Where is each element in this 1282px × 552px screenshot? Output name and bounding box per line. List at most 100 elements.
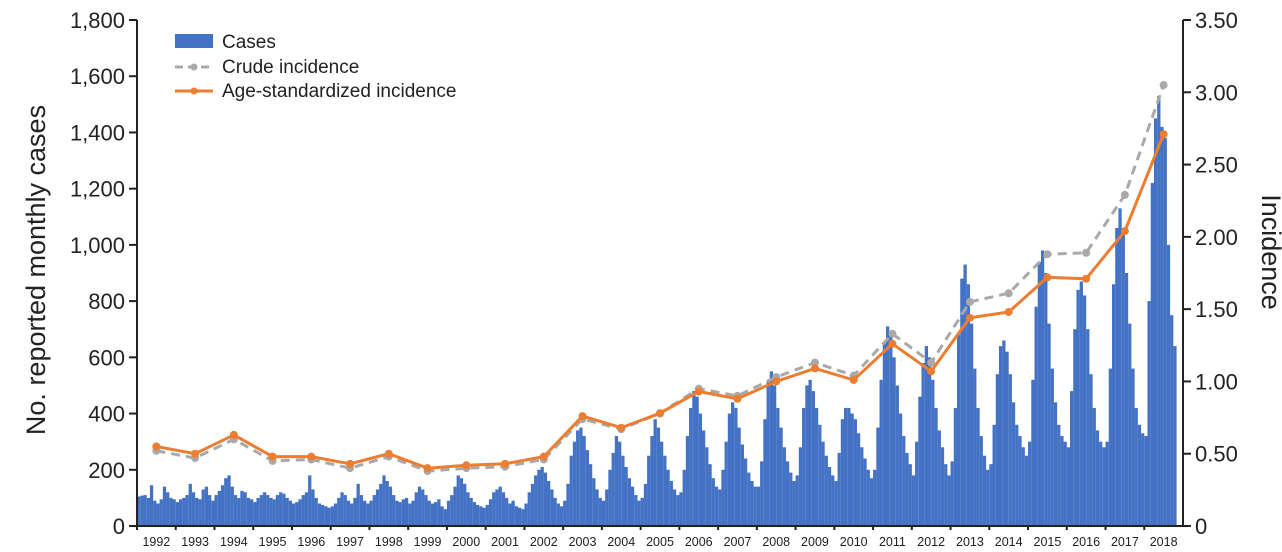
case-bar <box>892 357 896 526</box>
age-line-point <box>849 375 858 384</box>
case-bar <box>831 475 835 526</box>
age-line-point <box>152 442 161 451</box>
crude-line-point <box>810 358 819 367</box>
case-bar <box>256 497 260 526</box>
case-bar <box>714 486 719 526</box>
case-bar <box>782 447 786 526</box>
case-bar <box>614 436 619 526</box>
x-tick-label: 2004 <box>607 535 635 549</box>
case-bar <box>976 407 980 526</box>
case-bar <box>876 427 880 526</box>
case-bar <box>314 497 318 526</box>
case-bar <box>243 492 247 526</box>
case-bar <box>666 469 670 526</box>
case-bar <box>475 504 480 526</box>
case-bar <box>430 503 435 526</box>
case-bar <box>178 499 183 526</box>
case-bar <box>140 495 144 526</box>
case-bar <box>1141 433 1145 526</box>
case-bar <box>1124 273 1129 526</box>
case-bar <box>282 493 286 526</box>
age-line-point <box>733 394 742 403</box>
case-bar <box>343 495 347 526</box>
case-bar <box>356 483 360 526</box>
age-line-point <box>1043 273 1052 282</box>
case-bar <box>1040 250 1045 526</box>
age-line-point <box>927 367 936 376</box>
case-bar <box>844 407 848 526</box>
case-bar <box>440 506 444 526</box>
case-bar <box>1086 329 1090 526</box>
case-bar <box>353 497 357 526</box>
case-bar <box>608 469 612 526</box>
case-bar <box>711 478 715 526</box>
case-bar <box>195 497 199 526</box>
age-line-point <box>810 364 819 373</box>
case-bar <box>463 483 467 526</box>
case-bar <box>789 472 793 526</box>
case-bar <box>601 500 606 526</box>
case-bar <box>514 506 518 526</box>
case-bar <box>401 499 405 526</box>
case-bar <box>392 495 396 526</box>
case-bar <box>779 427 783 526</box>
case-bar <box>211 500 215 526</box>
case-bar <box>1147 301 1151 526</box>
case-bar <box>337 497 341 526</box>
case-bar <box>902 436 906 526</box>
case-bar <box>650 436 654 526</box>
case-bar <box>279 492 283 526</box>
case-bar <box>982 455 987 526</box>
age-line-point <box>539 452 548 461</box>
case-bar <box>1008 374 1012 526</box>
case-bar <box>643 483 648 526</box>
x-tick-label: 1999 <box>414 535 442 549</box>
x-tick-label: 2012 <box>917 535 945 549</box>
legend-item-cases: Cases <box>175 32 276 53</box>
crude-line-point <box>927 358 936 367</box>
case-bar <box>695 396 699 526</box>
crude-line-point <box>1004 289 1013 298</box>
case-bar <box>756 486 761 526</box>
case-bar <box>1053 402 1058 526</box>
right-tick-label: 1.50 <box>1195 297 1238 322</box>
case-bar <box>201 489 205 526</box>
age-line-point <box>191 449 200 458</box>
case-bar <box>421 489 425 526</box>
case-bar <box>989 464 993 526</box>
crude-line-point <box>888 329 897 338</box>
age-line-point <box>617 423 626 432</box>
case-bar <box>1066 447 1071 526</box>
case-bar <box>372 495 376 526</box>
case-bar <box>388 486 393 526</box>
case-bar <box>466 492 470 526</box>
case-bar <box>795 475 799 526</box>
case-bar <box>1024 455 1029 526</box>
case-bar <box>1018 436 1022 526</box>
left-tick-label: 800 <box>88 289 125 314</box>
case-bar <box>973 368 977 526</box>
case-bar <box>333 503 338 526</box>
case-bar <box>672 489 677 526</box>
case-bar <box>656 427 661 526</box>
x-tick-label: 2010 <box>840 535 868 549</box>
case-bar <box>750 481 754 526</box>
case-bar <box>866 469 870 526</box>
case-bar <box>915 441 919 526</box>
age-line-point <box>229 430 238 439</box>
case-bar <box>285 497 289 526</box>
case-bar <box>398 502 402 526</box>
age-line-point <box>772 377 781 386</box>
case-bar <box>1021 447 1025 526</box>
case-bar <box>208 495 212 526</box>
case-bar <box>837 452 841 526</box>
case-bar <box>766 379 770 526</box>
case-bar <box>359 495 364 526</box>
case-bar <box>169 497 173 526</box>
case-bar <box>640 497 644 526</box>
case-bar <box>950 461 954 526</box>
left-tick-label: 1,000 <box>70 233 125 258</box>
case-bar <box>595 489 599 526</box>
case-bar <box>931 379 935 526</box>
